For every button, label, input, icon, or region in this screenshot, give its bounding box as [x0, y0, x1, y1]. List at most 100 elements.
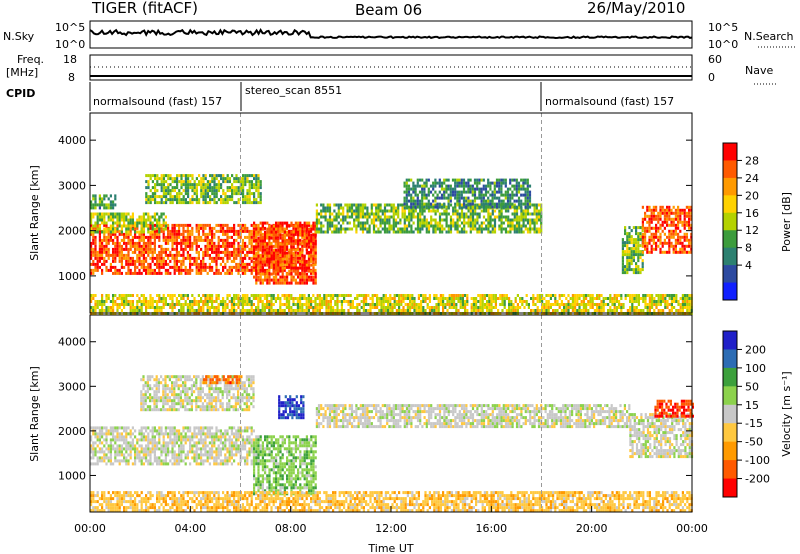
scatter-cell	[405, 190, 408, 194]
scatter-cell	[394, 230, 398, 234]
scatter-cell	[107, 203, 110, 207]
scatter-cell	[449, 187, 452, 191]
scatter-cell	[147, 230, 150, 234]
scatter-cell	[92, 232, 95, 236]
scatter-cell	[541, 297, 544, 300]
scatter-cell	[153, 241, 156, 245]
scatter-cell	[644, 232, 647, 236]
scatter-cell	[189, 253, 192, 257]
scatter-cell	[288, 309, 291, 312]
scatter-cell	[90, 297, 93, 300]
scatter-cell	[248, 189, 251, 193]
scatter-cell	[211, 180, 214, 184]
scatter-cell	[644, 241, 647, 245]
scatter-cell	[158, 215, 161, 219]
scatter-cell	[349, 300, 352, 303]
scatter-cell	[499, 303, 502, 306]
scatter-cell	[281, 229, 284, 233]
scatter-cell	[195, 247, 198, 251]
scatter-cell	[248, 174, 251, 178]
scatter-cell	[438, 196, 441, 200]
scatter-cell	[120, 265, 123, 269]
scatter-cell	[486, 294, 489, 297]
scatter-cell	[299, 303, 302, 306]
scatter-cell	[215, 195, 218, 199]
scatter-cell	[257, 309, 260, 312]
scatter-cell	[186, 309, 189, 312]
scatter-cell	[158, 309, 161, 312]
scatter-cell	[107, 229, 110, 233]
scatter-cell	[481, 300, 484, 303]
scatter-cell	[394, 212, 398, 216]
scatter-cell	[655, 223, 658, 227]
scatter-cell	[430, 221, 433, 225]
scatter-cell	[498, 199, 501, 203]
scatter-cell	[244, 271, 247, 275]
scatter-cell	[228, 177, 231, 181]
scatter-cell	[454, 196, 457, 200]
scatter-cell	[142, 300, 145, 303]
scatter-cell	[681, 241, 684, 245]
scatter-cell	[154, 174, 157, 178]
scatter-cell	[261, 232, 264, 236]
scatter-cell	[347, 300, 350, 303]
scatter-cell	[264, 245, 267, 249]
scatter-cell	[334, 300, 337, 303]
scatter-cell	[340, 303, 343, 306]
scatter-cell	[630, 247, 633, 251]
scatter-cell	[489, 184, 492, 188]
scatter-cell	[492, 306, 495, 309]
scatter-cell	[288, 265, 291, 269]
scatter-cell	[296, 309, 299, 312]
scatter-cell	[222, 300, 225, 303]
scatter-cell	[105, 230, 108, 234]
scatter-cell	[138, 256, 141, 260]
scatter-cell	[503, 303, 506, 306]
scatter-cell	[215, 229, 218, 233]
scatter-cell	[443, 218, 446, 222]
scatter-cell	[536, 309, 539, 312]
scatter-cell	[381, 212, 384, 216]
scatter-cell	[114, 256, 117, 260]
scatter-cell	[403, 190, 406, 194]
scatter-cell	[224, 303, 227, 306]
scatter-cell	[272, 239, 275, 243]
scatter-cell	[672, 220, 675, 224]
scatter-cell	[277, 230, 280, 234]
scatter-cell	[129, 300, 132, 303]
scatter-cell	[281, 262, 284, 266]
scatter-cell	[635, 244, 638, 248]
scatter-cell	[164, 227, 167, 231]
scatter-cell	[549, 303, 552, 306]
scatter-cell	[263, 226, 266, 230]
scatter-cell	[652, 205, 655, 209]
scatter-cell	[94, 250, 97, 254]
scatter-cell	[483, 297, 486, 300]
scatter-cell	[158, 177, 161, 181]
scatter-cell	[175, 241, 178, 245]
scatter-cell	[98, 303, 101, 306]
scatter-cell	[372, 212, 376, 216]
scatter-cell	[165, 174, 168, 178]
scatter-cell	[458, 218, 461, 222]
scatter-cell	[107, 212, 110, 216]
scatter-cell	[491, 218, 494, 222]
scatter-cell	[514, 297, 517, 300]
scatter-cell	[118, 268, 121, 272]
scatter-cell	[427, 209, 431, 213]
scatter-cell	[92, 250, 95, 254]
scatter-cell	[423, 181, 426, 185]
scatter-cell	[103, 232, 106, 236]
scatter-cell	[428, 309, 431, 312]
scatter-cell	[266, 248, 269, 252]
scatter-cell	[677, 211, 680, 215]
scatter-cell	[520, 202, 523, 206]
scatter-cell	[184, 294, 187, 297]
scatter-cell	[524, 199, 527, 203]
scatter-cell	[145, 235, 148, 239]
scatter-cell	[348, 227, 351, 231]
scatter-cell	[103, 303, 106, 306]
scatter-cell	[342, 215, 345, 219]
scatter-cell	[484, 202, 488, 206]
scatter-cell	[109, 232, 112, 236]
